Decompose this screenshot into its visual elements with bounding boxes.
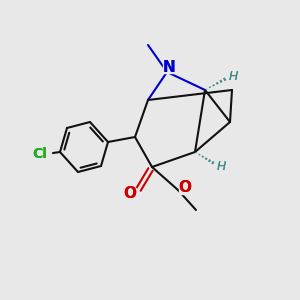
Text: O: O bbox=[178, 181, 191, 196]
Text: H: H bbox=[228, 70, 238, 83]
Text: Cl: Cl bbox=[33, 147, 47, 161]
Text: N: N bbox=[163, 59, 176, 74]
Text: H: H bbox=[228, 70, 238, 83]
Text: Cl: Cl bbox=[33, 147, 47, 161]
Text: N: N bbox=[163, 59, 176, 74]
Bar bbox=[29, 148, 51, 160]
Text: O: O bbox=[178, 181, 191, 196]
Text: O: O bbox=[124, 187, 136, 202]
Text: O: O bbox=[124, 187, 136, 202]
Bar bbox=[163, 61, 175, 73]
Text: H: H bbox=[216, 160, 226, 172]
Bar bbox=[124, 188, 136, 200]
Text: H: H bbox=[216, 160, 226, 172]
Bar bbox=[179, 182, 191, 194]
